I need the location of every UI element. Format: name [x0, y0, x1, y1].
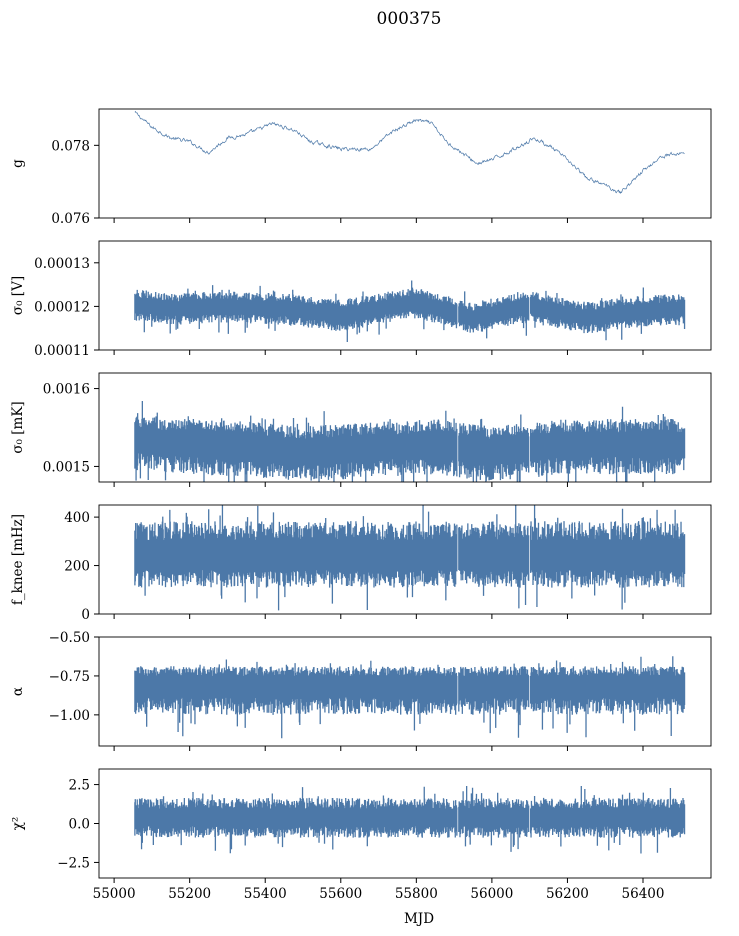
y-axis-label-sigma0_mk: σ₀ [mK] — [10, 401, 26, 453]
y-tick-label-sigma0_mk: 0.0016 — [43, 382, 90, 398]
y-axis-label-alpha: α — [10, 687, 26, 696]
panel-sigma0_v: 0.00011 0.00012 0.00013 σ₀ [V] — [10, 240, 712, 359]
panel-frame-alpha — [98, 636, 712, 747]
y-tick-label-chi2: −2.5 — [57, 855, 90, 871]
x-axis-label: MJD — [404, 911, 434, 927]
y-tick-label-chi2: 0.0 — [69, 817, 90, 833]
y-tick-label-fknee: 400 — [64, 510, 90, 526]
y-tick-label-sigma0_v: 0.00012 — [34, 299, 90, 315]
panel-frame-sigma0_v — [98, 240, 712, 351]
series-band-fknee — [134, 505, 686, 611]
y-axis-label-fknee: f_knee [mHz] — [10, 514, 26, 605]
y-tick-label-fknee: 0 — [81, 607, 90, 623]
y-tick-label-alpha: −1.00 — [49, 708, 90, 724]
series-band-sigma0_v — [134, 280, 686, 343]
y-tick-label-g: 0.078 — [51, 138, 90, 154]
y-axis-label-g: g — [10, 159, 26, 168]
x-tick-label: 56200 — [546, 886, 589, 902]
x-tick-label: 55600 — [319, 886, 362, 902]
x-tick-label: 56400 — [622, 886, 665, 902]
y-tick-label-fknee: 200 — [64, 559, 90, 575]
series-line-g — [134, 110, 685, 194]
y-tick-label-sigma0_v: 0.00011 — [34, 343, 90, 359]
x-tick-label: 55000 — [93, 886, 136, 902]
x-tick-label: 55200 — [168, 886, 211, 902]
panel-frame-fknee — [98, 504, 712, 615]
panel-frame-sigma0_mk — [98, 372, 712, 483]
x-tick-label: 56000 — [470, 886, 513, 902]
y-axis-label-sigma0_v: σ₀ [V] — [10, 276, 26, 315]
y-tick-label-alpha: −0.75 — [49, 669, 90, 685]
panel-alpha: −0.50 −0.75 −1.00 α — [10, 630, 712, 751]
panel-sigma0_mk: 0.0015 0.0016 σ₀ [mK] — [10, 372, 712, 487]
x-tick-label: 55400 — [244, 886, 287, 902]
y-tick-label-g: 0.076 — [51, 211, 90, 227]
series-band-alpha — [134, 656, 686, 739]
y-tick-label-alpha: −0.50 — [49, 630, 90, 646]
y-tick-label-chi2: 2.5 — [69, 778, 90, 794]
y-tick-label-sigma0_v: 0.00013 — [34, 256, 90, 272]
x-tick-label: 55800 — [395, 886, 438, 902]
panel-g: 0.076 0.078 g — [10, 108, 712, 227]
panel-fknee: 0 200 400 f_knee [mHz] — [10, 504, 712, 623]
series-band-chi2 — [134, 786, 686, 854]
y-axis-label-chi2: χ² — [10, 817, 26, 831]
panel-frame-g — [98, 108, 712, 219]
series-band-sigma0_mk — [134, 400, 686, 482]
y-tick-label-sigma0_mk: 0.0015 — [43, 459, 90, 475]
figure-title: 000375 — [377, 9, 442, 29]
